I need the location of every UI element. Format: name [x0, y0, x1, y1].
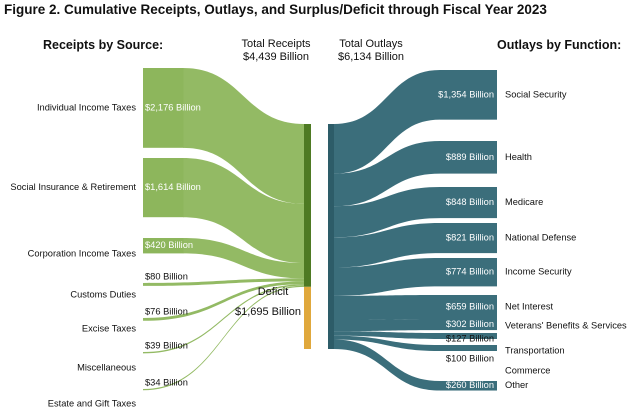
outlay-block-social-security [440, 70, 497, 120]
outlay-block-income-security [440, 258, 497, 287]
total-receipts-label: Total Receipts [241, 38, 311, 50]
receipt-block-social-insurance-retirement [143, 158, 184, 218]
outlay-name-transportation: Transportation [505, 345, 565, 355]
outlay-name-veterans-benefits-services: Veterans' Benefits & Services [505, 320, 627, 330]
receipt-value-excise-taxes: $76 Billion [145, 306, 188, 316]
receipt-value-corporation-income-taxes: $420 Billion [145, 240, 193, 250]
outlay-value-medicare: $848 Billion [446, 197, 494, 207]
receipt-flow-excise-taxes [143, 281, 304, 321]
outlays-header: Outlays by Function: [497, 38, 622, 52]
receipt-value-social-insurance-retirement: $1,614 Billion [145, 182, 201, 192]
receipt-name-corporation-income-taxes: Corporation Income Taxes [28, 248, 137, 258]
receipt-flow-miscellaneous [143, 284, 304, 354]
receipt-name-miscellaneous: Miscellaneous [77, 362, 136, 372]
receipt-flow-estate-and-gift-taxes [143, 285, 304, 391]
receipt-name-estate-and-gift-taxes: Estate and Gift Taxes [48, 398, 137, 408]
outlays-total-bar [328, 124, 334, 349]
outlay-value-commerce: $100 Billion [446, 353, 494, 363]
outlay-flow-net-interest [334, 295, 440, 321]
total-receipts-value: $4,439 Billion [242, 51, 310, 63]
outlay-block-commerce [440, 345, 497, 351]
outlay-name-national-defense: National Defense [505, 233, 576, 243]
outlay-flow-commerce [334, 335, 440, 351]
outlay-name-social-security: Social Security [505, 89, 567, 99]
outlay-name-income-security: Income Security [505, 267, 572, 277]
outlay-value-health: $889 Billion [446, 152, 494, 162]
outlay-flow-national-defense [334, 223, 440, 268]
receipts-total-bar [304, 124, 311, 287]
outlay-block-national-defense [440, 223, 497, 254]
outlay-value-national-defense: $821 Billion [446, 233, 494, 243]
receipt-value-miscellaneous: $39 Billion [145, 340, 188, 350]
outlay-value-income-security: $774 Billion [446, 267, 494, 277]
figure-title: Figure 2. Cumulative Receipts, Outlays, … [4, 2, 547, 17]
outlay-name-medicare: Medicare [505, 197, 543, 207]
outlay-block-other [440, 381, 497, 391]
outlay-name-net-interest: Net Interest [505, 302, 553, 312]
receipt-value-individual-income-taxes: $2,176 Billion [145, 102, 201, 112]
receipt-block-individual-income-taxes [143, 68, 184, 148]
total-outlays-label: Total Outlays [339, 38, 403, 50]
outlay-flow-health [334, 141, 440, 207]
receipt-flow-social-insurance-retirement [183, 158, 304, 264]
receipt-value-estate-and-gift-taxes: $34 Billion [145, 377, 188, 387]
deficit-value: $1,695 Billion [235, 306, 301, 318]
total-outlays: Total Outlays $6,134 Billion [328, 38, 414, 64]
receipt-name-social-insurance-retirement: Social Insurance & Retirement [10, 182, 136, 192]
receipt-name-excise-taxes: Excise Taxes [82, 323, 136, 333]
outlay-value-social-security: $1,354 Billion [438, 89, 494, 99]
outlay-value-transportation: $127 Billion [446, 333, 494, 343]
outlay-flow-social-security [334, 70, 440, 174]
outlay-flow-medicare [334, 187, 440, 238]
outlay-flow-income-security [334, 258, 440, 296]
outlay-flow-transportation [334, 331, 440, 339]
outlay-name-other: Other [505, 380, 528, 390]
receipt-flow-individual-income-taxes [183, 68, 304, 204]
deficit-label: Deficit [258, 286, 289, 298]
outlay-flow-veterans-benefits-services [334, 319, 440, 332]
outlay-value-net-interest: $659 Billion [446, 302, 494, 312]
outlay-block-transportation [440, 333, 497, 339]
receipt-flow-corporation-income-taxes [183, 238, 304, 279]
total-outlays-value: $6,134 Billion [337, 51, 405, 63]
outlay-block-net-interest [440, 295, 497, 320]
total-receipts: Total Receipts $4,439 Billion [233, 38, 319, 64]
outlay-block-health [440, 141, 497, 174]
outlay-block-medicare [440, 187, 497, 219]
receipt-name-customs-duties: Customs Duties [70, 289, 136, 299]
receipt-block-corporation-income-taxes [143, 238, 184, 254]
deficit-bar [304, 286, 311, 349]
receipt-flow-customs-duties [143, 278, 304, 286]
outlay-name-commerce: Commerce [505, 365, 550, 375]
receipts-header: Receipts by Source: [43, 38, 164, 52]
outlay-name-health: Health [505, 152, 532, 162]
outlay-block-veterans-benefits-services [440, 319, 497, 331]
receipt-value-customs-duties: $80 Billion [145, 271, 188, 281]
receipt-name-individual-income-taxes: Individual Income Taxes [37, 102, 136, 112]
outlay-flow-other [334, 339, 440, 391]
outlay-value-veterans-benefits-services: $302 Billion [446, 319, 494, 329]
outlay-value-other: $260 Billion [446, 380, 494, 390]
